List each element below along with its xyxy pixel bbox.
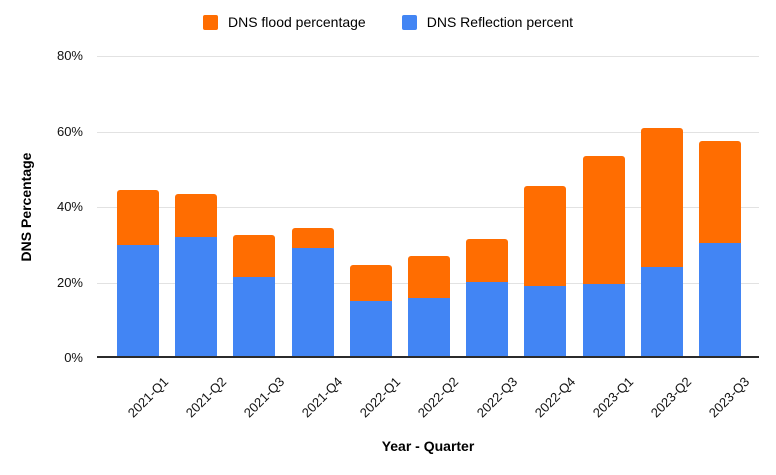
legend-item-reflection: DNS Reflection percent (401, 14, 574, 30)
bar-segment-dns-reflection-percent-2021-Q4 (291, 248, 334, 356)
bar-slot-2023-Q3 (691, 56, 749, 356)
x-tick-label: 2021-Q4 (298, 374, 346, 421)
bar-slot-2021-Q1 (109, 56, 167, 356)
bar-2022-Q1 (349, 265, 392, 356)
y-tick-label: 60% (56, 123, 83, 139)
y-tick-label: 0% (64, 350, 83, 365)
bar-2021-Q3 (233, 235, 276, 356)
bar-segment-dns-flood-percentage-2023-Q3 (698, 140, 741, 243)
x-tick-slot-2021-Q2: 2021-Q2 (167, 366, 229, 424)
bar-2021-Q2 (175, 193, 218, 356)
bar-slot-2023-Q1 (575, 56, 633, 356)
bar-2021-Q4 (291, 227, 334, 356)
legend-swatch-flood-icon (202, 14, 218, 30)
bar-segment-dns-reflection-percent-2022-Q3 (466, 282, 509, 356)
x-tick-slot-2022-Q2: 2022-Q2 (400, 366, 462, 424)
bar-segment-dns-flood-percentage-2022-Q4 (524, 186, 567, 287)
x-tick-label: 2022-Q2 (415, 374, 462, 421)
bar-segment-dns-reflection-percent-2021-Q2 (175, 237, 218, 356)
bar-2023-Q3 (698, 140, 741, 356)
bar-slot-2022-Q4 (516, 56, 574, 356)
bar-segment-dns-flood-percentage-2021-Q4 (291, 227, 334, 249)
bar-segment-dns-reflection-percent-2021-Q1 (117, 244, 160, 356)
bar-slot-2022-Q2 (400, 56, 458, 356)
x-tick-label: 2022-Q1 (357, 374, 404, 421)
bar-2022-Q3 (466, 239, 509, 356)
y-axis-labels: 0% 20% 40% 60% 80% (0, 48, 90, 365)
x-tick-slot-2022-Q1: 2022-Q1 (342, 366, 404, 424)
legend-label-flood: DNS flood percentage (227, 14, 366, 30)
x-tick-slot-2022-Q4: 2022-Q4 (516, 366, 578, 424)
bar-2022-Q4 (524, 186, 567, 356)
y-tick-label: 40% (56, 199, 83, 214)
bar-2022-Q2 (408, 256, 451, 356)
x-tick-label: 2021-Q3 (240, 374, 288, 421)
bar-segment-dns-reflection-percent-2022-Q2 (408, 297, 451, 356)
bar-segment-dns-reflection-percent-2023-Q3 (698, 242, 741, 356)
x-tick-slot-2021-Q3: 2021-Q3 (225, 366, 287, 424)
x-tick-label: 2022-Q4 (531, 374, 579, 421)
x-tick-slot-2023-Q1: 2023-Q1 (575, 366, 637, 424)
gridline-40% (97, 207, 759, 208)
legend-swatch-reflection-icon (401, 14, 417, 30)
x-tick-slot-2022-Q3: 2022-Q3 (458, 366, 520, 424)
bar-2023-Q1 (582, 156, 625, 356)
bar-slot-2021-Q4 (284, 56, 342, 356)
bar-segment-dns-flood-percentage-2022-Q2 (408, 256, 451, 298)
y-tick-label: 20% (56, 274, 83, 290)
legend: DNS flood percentage DNS Reflection perc… (0, 14, 776, 30)
x-tick-slot-2023-Q3: 2023-Q3 (691, 366, 753, 424)
x-axis-labels: 2021-Q1 2021-Q2 2021-Q3 2021-Q4 2022-Q1 2022-… (109, 366, 753, 424)
x-tick-label: 2021-Q1 (124, 374, 171, 421)
legend-label-reflection: DNS Reflection percent (426, 14, 574, 30)
x-tick-slot-2023-Q2: 2023-Q2 (633, 366, 695, 424)
bar-segment-dns-reflection-percent-2022-Q4 (524, 286, 567, 356)
bar-segment-dns-reflection-percent-2022-Q1 (349, 301, 392, 356)
bar-segment-dns-reflection-percent-2023-Q2 (640, 267, 683, 356)
gridline-80% (97, 56, 759, 57)
bar-segment-dns-flood-percentage-2022-Q1 (349, 265, 392, 302)
bar-slot-2022-Q3 (458, 56, 516, 356)
legend-item-flood: DNS flood percentage (202, 14, 366, 30)
bar-segment-dns-reflection-percent-2023-Q1 (582, 284, 625, 356)
x-tick-label: 2023-Q2 (648, 374, 695, 421)
bar-segment-dns-flood-percentage-2023-Q2 (640, 127, 683, 268)
x-tick-slot-2021-Q4: 2021-Q4 (284, 366, 346, 424)
bars-row (109, 56, 749, 356)
x-tick-label: 2021-Q2 (182, 374, 229, 421)
plot-area (97, 56, 759, 358)
bar-slot-2021-Q2 (167, 56, 225, 356)
x-tick-label: 2022-Q3 (473, 374, 520, 421)
bar-slot-2023-Q2 (633, 56, 691, 356)
bar-segment-dns-reflection-percent-2021-Q3 (233, 276, 276, 356)
bar-segment-dns-flood-percentage-2021-Q2 (175, 193, 218, 238)
gridline-60% (97, 131, 759, 133)
bar-segment-dns-flood-percentage-2021-Q3 (233, 235, 276, 277)
x-tick-label: 2023-Q1 (589, 374, 637, 421)
bar-slot-2022-Q1 (342, 56, 400, 356)
x-axis-title: Year - Quarter (381, 438, 475, 454)
bar-2021-Q1 (117, 189, 160, 356)
bar-2023-Q2 (640, 127, 683, 356)
x-tick-label: 2023-Q3 (706, 374, 753, 421)
bar-slot-2021-Q3 (225, 56, 283, 356)
x-tick-slot-2021-Q1: 2021-Q1 (109, 366, 171, 424)
bar-segment-dns-flood-percentage-2023-Q1 (582, 156, 625, 285)
y-tick-label: 80% (56, 48, 83, 63)
bar-segment-dns-flood-percentage-2022-Q3 (466, 239, 509, 283)
bar-segment-dns-flood-percentage-2021-Q1 (117, 189, 160, 245)
